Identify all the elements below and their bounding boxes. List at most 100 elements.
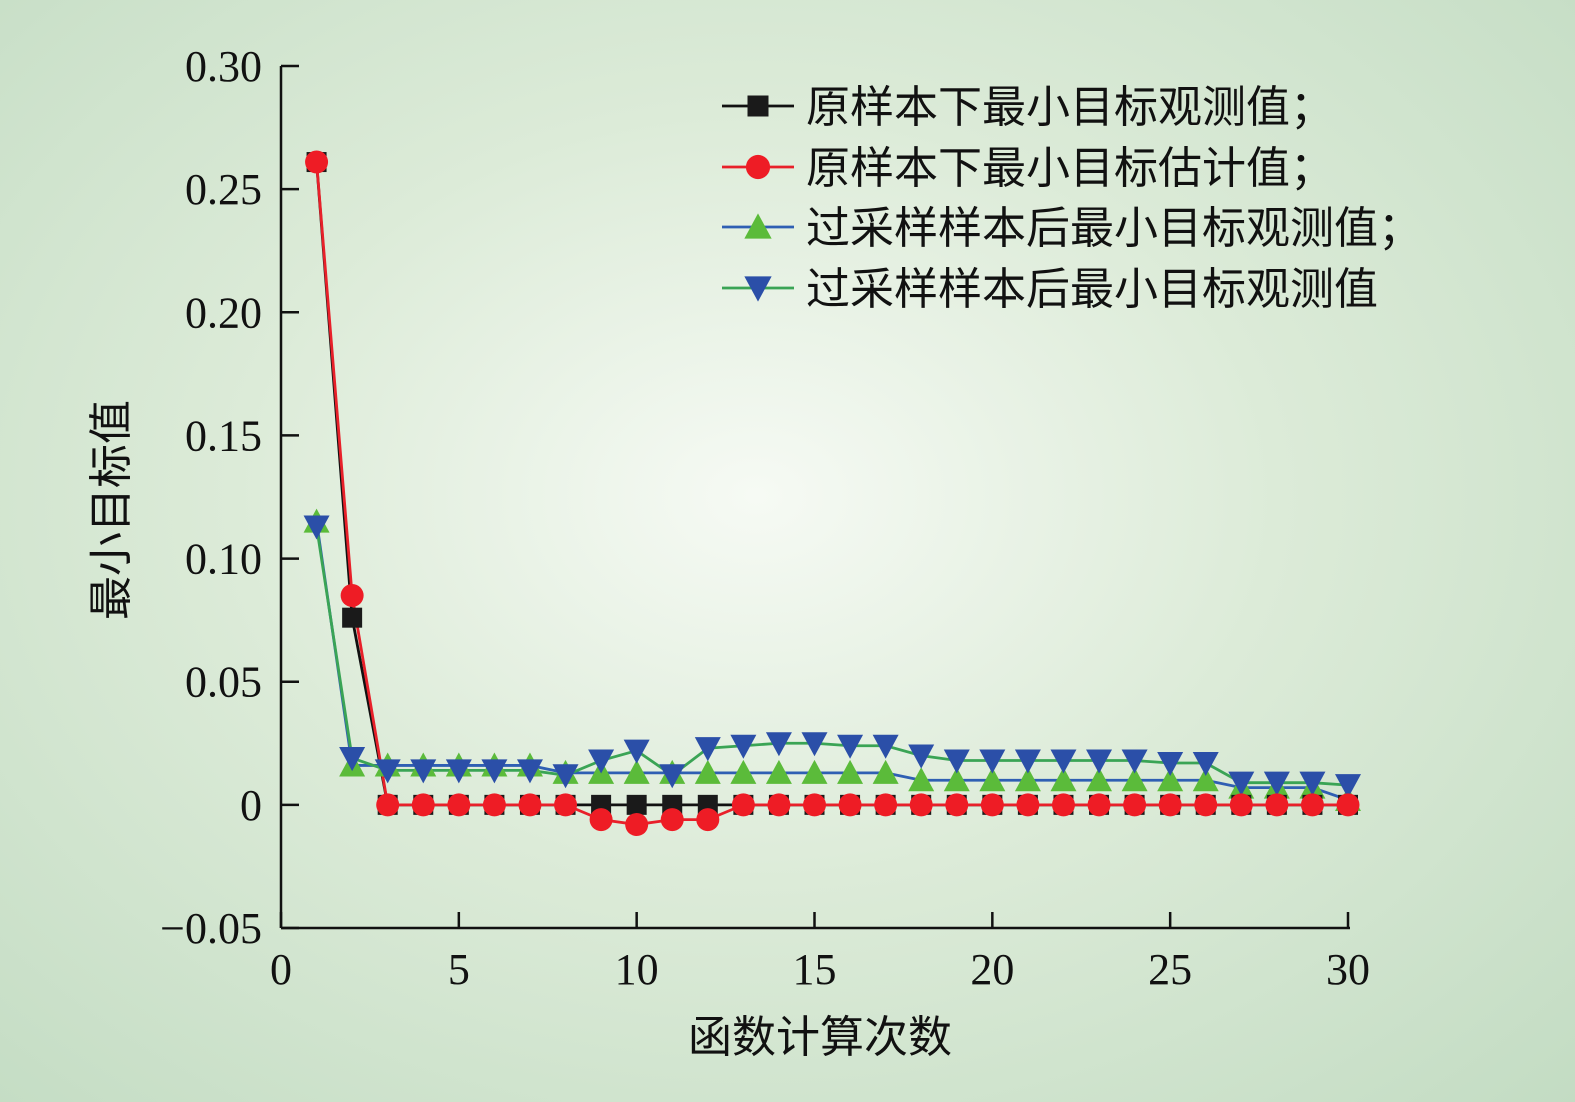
series-4-point [516, 759, 543, 784]
series-2-point [803, 793, 826, 817]
series-2-point [554, 793, 578, 817]
x-tick-label: 30 [1326, 945, 1370, 994]
series-2-point [625, 813, 649, 837]
series-line-1 [315, 161, 1348, 807]
series-4-point [1263, 771, 1290, 796]
series-3-point [1014, 767, 1041, 792]
series-2-point [518, 793, 542, 817]
legend-marker [745, 154, 771, 180]
series-4-point [588, 749, 615, 774]
series-4-point [481, 759, 508, 784]
series-4-point [1014, 749, 1041, 774]
series-2-point [1087, 793, 1111, 817]
series-markers [303, 150, 1361, 837]
series-2-point [696, 808, 720, 832]
series-4-point [1299, 771, 1326, 796]
y-tick-label: 0.20 [185, 288, 262, 337]
y-axis-title: 最小目标值 [86, 400, 137, 620]
series-2-point [1336, 793, 1360, 817]
legend-marker [744, 276, 772, 302]
series-4-point [801, 732, 828, 757]
series-3-point [1157, 767, 1184, 792]
series-4-point [1335, 774, 1361, 799]
series-2-point [1123, 793, 1147, 817]
x-tick-label: 15 [793, 945, 837, 994]
x-axis-title: 函数计算次数 [688, 1012, 952, 1063]
x-tick-label: 0 [270, 945, 292, 994]
series-2-point [1229, 793, 1253, 817]
y-tick-label: −0.05 [160, 904, 262, 953]
series-3-point [908, 767, 935, 792]
series-4-point [1050, 749, 1077, 774]
series-4-point [1192, 751, 1219, 776]
series-4-point [908, 744, 935, 769]
series-line-3 [315, 521, 1349, 802]
series-3-point [1121, 767, 1148, 792]
legend-label: 过采样样本后最小目标观测值 [806, 264, 1378, 315]
series-2-point [1265, 793, 1289, 817]
series-2-point [1016, 793, 1040, 817]
series-2-point [980, 793, 1004, 817]
series-lines [315, 161, 1349, 826]
series-3-point [872, 759, 899, 784]
series-2-point [838, 793, 862, 817]
series-2-point [447, 793, 471, 817]
series-3-point [730, 759, 757, 784]
legend-marker [744, 213, 772, 239]
y-tick-label: 0.10 [185, 535, 262, 584]
series-3-point [801, 759, 828, 784]
y-tick-label: 0.15 [185, 411, 262, 460]
series-2-point [340, 584, 364, 608]
series-4-point [765, 732, 792, 757]
series-2-point [874, 793, 898, 817]
series-2-point [909, 793, 933, 817]
y-ticks: −0.05 0 0.05 0.10 0.15 0.20 0.25 0.30 [160, 42, 299, 953]
series-2-point [376, 793, 400, 817]
series-4-point [445, 759, 472, 784]
series-3-point [1192, 767, 1219, 792]
series-4-point [979, 749, 1006, 774]
y-tick-label: 0.25 [185, 165, 262, 214]
series-2-point [660, 808, 684, 832]
series-4-point [1086, 749, 1113, 774]
series-2-point [1158, 793, 1182, 817]
series-2-point [482, 793, 506, 817]
series-2-point [1300, 793, 1324, 817]
series-4-point [303, 515, 330, 540]
series-3-point [623, 759, 650, 784]
series-2-point [1194, 793, 1218, 817]
series-line-2 [315, 161, 1348, 826]
y-tick-label: 0.30 [185, 42, 262, 91]
series-4-point [339, 747, 366, 772]
series-2-point [945, 793, 969, 817]
series-4-point [694, 737, 721, 762]
series-line-4 [315, 526, 1349, 787]
series-3-point [1086, 767, 1113, 792]
y-tick-label: 0.05 [185, 658, 262, 707]
series-3-point [1050, 767, 1077, 792]
x-ticks: 0 5 10 15 20 25 30 [270, 912, 1370, 994]
series-1-point [342, 607, 363, 628]
series-4-point [872, 734, 899, 759]
x-tick-label: 20 [970, 945, 1014, 994]
series-4-point [410, 759, 437, 784]
series-2-point [731, 793, 755, 817]
series-2-point [1051, 793, 1075, 817]
series-4-point [659, 764, 686, 789]
x-tick-label: 10 [615, 945, 659, 994]
series-4-point [1121, 749, 1148, 774]
series-2-point [305, 150, 329, 174]
series-2-point [589, 808, 613, 832]
y-tick-label: 0 [240, 781, 262, 830]
x-tick-label: 25 [1148, 945, 1192, 994]
legend-marker [747, 95, 769, 117]
series-4-point [1157, 751, 1184, 776]
series-1-point [626, 794, 647, 815]
series-4-point [730, 734, 757, 759]
series-4-point [943, 749, 970, 774]
series-2-point [767, 793, 791, 817]
legend: 原样本下最小目标观测值； 原样本下最小目标估计值； 过采样样本后最小目标观测值； 过采… [722, 82, 1422, 315]
legend-label: 过采样样本后最小目标观测值； [806, 203, 1422, 254]
series-4-point [837, 734, 864, 759]
